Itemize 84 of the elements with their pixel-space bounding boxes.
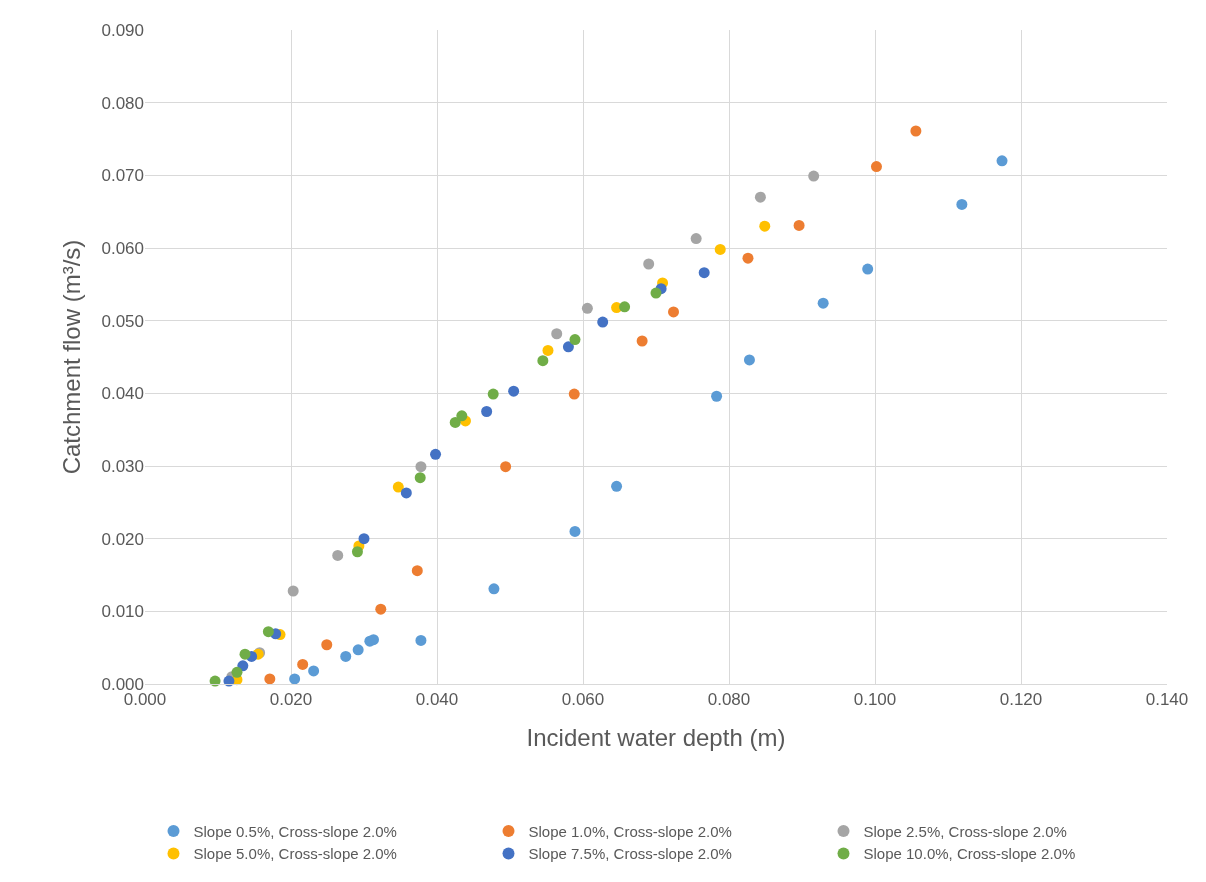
y-tick-label: 0.090 [101, 20, 144, 40]
y-tick-label: 0.080 [101, 93, 144, 113]
legend-label: Slope 1.0%, Cross-slope 2.0% [528, 822, 732, 840]
point [487, 388, 499, 400]
x-tick-label: 0.020 [269, 690, 313, 710]
point [714, 243, 726, 255]
point [414, 472, 426, 484]
point [352, 644, 364, 656]
point [597, 316, 609, 328]
point [793, 219, 805, 231]
point [392, 481, 404, 493]
point [308, 665, 320, 677]
y-tick-label: 0.050 [101, 311, 144, 331]
point [581, 302, 593, 314]
point [449, 416, 461, 428]
y-tick-label: 0.040 [101, 384, 144, 404]
point [488, 583, 500, 595]
point [711, 390, 723, 402]
point [643, 258, 655, 270]
x-tick-label: 0.060 [561, 690, 605, 710]
point [569, 525, 581, 537]
point [743, 354, 755, 366]
point [340, 650, 352, 662]
point [332, 549, 344, 561]
point [569, 334, 581, 346]
point [415, 634, 427, 646]
point [430, 448, 442, 460]
point [508, 385, 520, 397]
point [411, 565, 423, 577]
point [481, 406, 493, 417]
y-tick-label: 0.060 [101, 238, 144, 258]
point [759, 220, 771, 232]
point [231, 666, 243, 678]
point [400, 487, 412, 499]
point [650, 287, 662, 299]
legend-label: Slope 7.5%, Cross-slope 2.0% [528, 845, 732, 863]
point [287, 585, 299, 597]
legend-label: Slope 2.5%, Cross-slope 2.0% [863, 822, 1067, 840]
point [690, 233, 702, 245]
y-tick-label: 0.020 [101, 529, 144, 549]
y-tick-label: 0.030 [101, 456, 144, 476]
x-tick-label: 0.100 [853, 690, 897, 710]
point [351, 546, 363, 558]
point [636, 335, 648, 347]
x-tick-label: 0.040 [415, 690, 459, 710]
point [870, 161, 882, 173]
point [551, 328, 563, 340]
y-tick-label: 0.010 [101, 602, 144, 622]
point [542, 344, 554, 356]
legend-label: Slope 10.0%, Cross-slope 2.0% [863, 845, 1076, 863]
point [415, 461, 427, 473]
point [996, 155, 1008, 167]
point [956, 198, 968, 210]
point [289, 673, 301, 685]
point [611, 480, 623, 492]
point [619, 301, 631, 313]
point [668, 306, 680, 318]
point [754, 191, 766, 203]
point [698, 267, 710, 279]
point [537, 355, 549, 367]
point [297, 658, 309, 670]
x-axis-title: Incident water depth (m) [526, 723, 786, 751]
point [862, 263, 874, 275]
point [262, 626, 274, 638]
x-tick-label: 0.120 [999, 690, 1043, 710]
point [817, 297, 829, 309]
point [742, 252, 754, 264]
point [321, 639, 333, 651]
point [456, 410, 468, 422]
point [910, 125, 922, 137]
point [375, 603, 387, 615]
legend-label: Slope 0.5%, Cross-slope 2.0% [193, 822, 397, 840]
point [568, 388, 580, 400]
point [239, 648, 251, 660]
point [500, 461, 512, 473]
x-tick-label: 0.080 [707, 690, 751, 710]
point [358, 533, 370, 545]
point [808, 170, 820, 182]
x-tick-label: 0.140 [1145, 690, 1189, 710]
point [264, 673, 276, 685]
point [562, 341, 574, 353]
y-tick-label: 0.070 [101, 166, 144, 186]
legend-label: Slope 5.0%, Cross-slope 2.0% [193, 845, 397, 863]
y-axis-title: Catchment flow (m³/s) [57, 239, 85, 475]
